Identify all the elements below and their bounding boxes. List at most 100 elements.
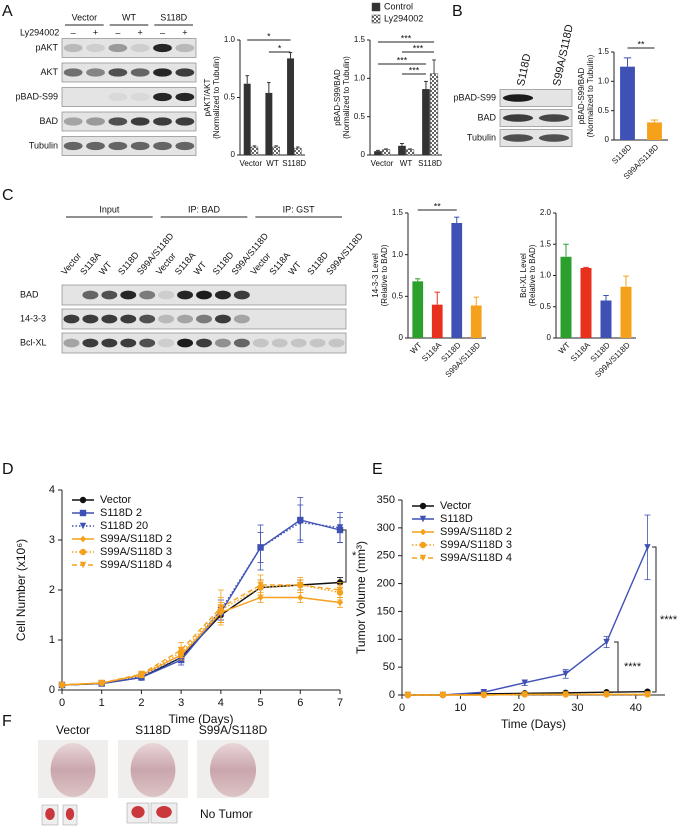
band [196,314,212,324]
photo-label: Vector [56,723,90,737]
blot-group-label: WT [122,12,136,22]
bar [374,151,382,155]
point [644,544,651,551]
error-bar [415,278,421,282]
error-bar [376,149,380,152]
y-tick-label: 100 [377,633,395,645]
y-tick-label: 200 [377,577,395,589]
y-tick-label: 1.5 [354,35,366,44]
point [58,681,66,689]
band [130,117,150,126]
x-tick-label: S118D [282,159,306,168]
legend-label: Control [384,1,413,11]
x-tick-label: 3 [178,697,184,709]
y-tick-label: 1.5 [598,47,610,56]
error-bar [583,266,589,268]
y-axis-label: Cell Number (x10⁶) [14,539,28,641]
y-tick-label: 1 [49,634,55,646]
blot-lane-label: S118D [515,53,534,88]
band [82,314,99,324]
legend-marker [79,535,87,543]
significance-label: **** [624,661,642,673]
bar [272,146,280,156]
photo-label: S118D [135,723,171,737]
band [63,43,83,53]
band [63,117,83,126]
x-tick-label: Vector [239,159,262,168]
point [336,586,344,594]
significance-label: * [352,550,357,562]
y-axis-label: pBAD-S99/BAD [577,68,586,125]
significance-bracket [614,641,619,693]
x-axis-label: Time (Days) [169,712,234,726]
error-bar [623,275,629,287]
y-axis-label: (Normalized to Tubulin) [586,54,595,137]
y-tick-label: 1.0 [224,35,236,44]
legend-label: Vector [440,500,472,512]
blot-row-label: Tubulin [29,140,58,150]
band [177,290,194,300]
band [86,141,105,151]
blot-group-label: IP: GST [283,204,316,214]
error-bar [473,296,479,306]
y-tick-label: 0 [547,333,552,342]
blot-row-label: Bcl-XL [20,337,47,347]
bar [405,149,415,156]
y-tick-label: 1.5 [540,239,552,248]
band [108,117,128,126]
error-bar [245,75,249,84]
legend-marker [79,548,87,556]
band [108,68,128,77]
error-bar [267,82,271,93]
y-tick-label: 0.5 [540,302,552,311]
significance-label: **** [660,614,678,626]
error-bar [434,291,440,305]
legend-label: S99A/S118D 4 [100,559,172,571]
bar [620,286,632,338]
point [297,594,304,601]
series-line [61,584,341,686]
y-tick-label: 0 [389,689,395,701]
band [108,141,128,151]
point [336,524,344,531]
error-bar [454,216,460,223]
treatment-sign: + [138,27,143,37]
tumor [65,808,75,820]
error-bar [296,146,300,149]
band [214,338,231,348]
blot-row [61,111,197,132]
error-bar [650,119,659,123]
blot-row [61,62,197,83]
blot-row [61,136,197,156]
x-tick-label: 2 [138,697,144,709]
legend-marker [419,515,427,523]
band [139,314,156,324]
y-tick-label: 0.5 [224,93,236,102]
blot-row [61,87,197,107]
legend-marker [79,522,87,530]
band [175,117,195,126]
x-tick-label: S118D [610,142,633,165]
bar [294,147,302,156]
y-tick-label: 1.0 [354,73,366,82]
x-tick-label: 10 [454,702,466,714]
treatment-sign: – [115,27,120,37]
x-tick-label: WT [266,159,279,168]
band [233,290,250,300]
band [108,92,128,102]
error-bar [274,145,278,147]
error-bar [400,143,404,146]
point [480,691,488,699]
treatment-sign: + [93,27,98,37]
band [158,338,175,348]
blot-group-label: IP: BAD [188,204,221,214]
panel-letter: F [2,713,12,730]
bar [647,122,662,140]
band [130,92,150,102]
x-tick-label: 0 [399,702,405,714]
blot-row [499,129,573,147]
point [297,519,304,526]
x-tick-label: WT [557,340,572,355]
panel-letter: E [372,461,383,478]
